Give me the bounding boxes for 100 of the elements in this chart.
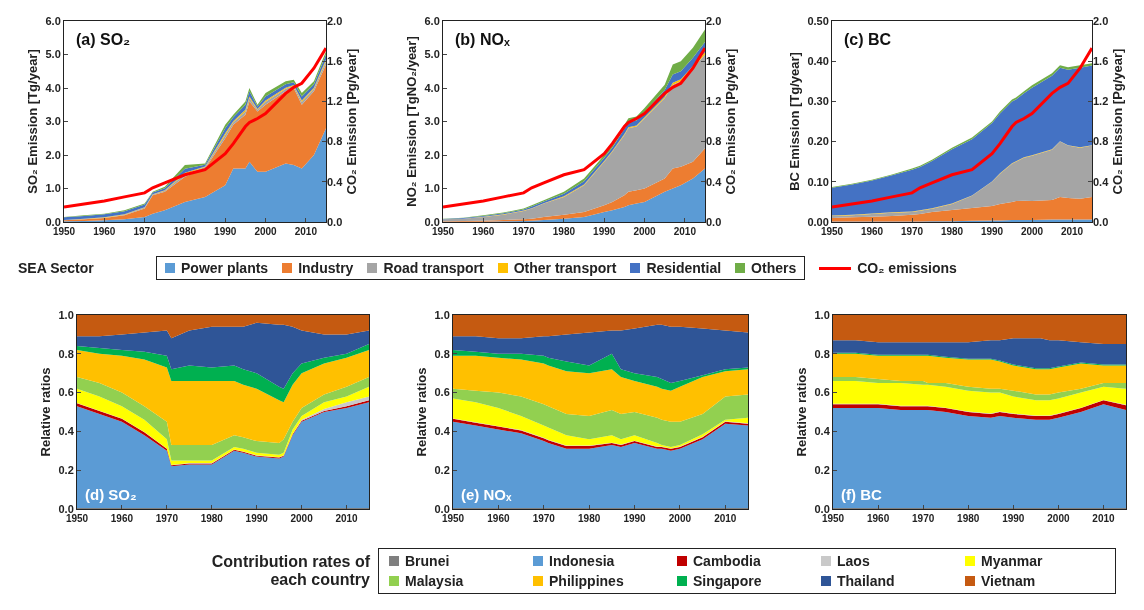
x-tick-label: 1950 bbox=[820, 226, 844, 237]
y2-tick-label: 0.8 bbox=[706, 135, 722, 148]
x-tick-label: 1990 bbox=[623, 513, 647, 524]
x-tick-label: 2000 bbox=[1047, 513, 1070, 524]
y-tick-label: 0.50 bbox=[807, 14, 829, 27]
x-tick-label: 1970 bbox=[155, 513, 179, 524]
x-tick-label: 1980 bbox=[552, 226, 576, 237]
legend-label: Laos bbox=[837, 553, 870, 569]
y-axis-title: Relative ratios bbox=[794, 367, 810, 457]
x-tick-label: 1990 bbox=[245, 513, 269, 524]
y-tick-label: 1.0 bbox=[424, 182, 440, 195]
legend-label: Indonesia bbox=[549, 553, 615, 569]
x-tick-label: 1960 bbox=[110, 513, 134, 524]
y-tick-label: 0.8 bbox=[814, 347, 830, 360]
y-tick-label: 4.0 bbox=[45, 81, 61, 94]
y2-tick-label: 0.8 bbox=[327, 135, 343, 148]
x-tick-label: 1960 bbox=[487, 513, 510, 524]
x-tick-label: 1960 bbox=[93, 226, 116, 237]
y-tick-label: 6.0 bbox=[45, 14, 61, 27]
y2-tick-label: 0.0 bbox=[706, 215, 722, 228]
y-tick-label: 3.0 bbox=[45, 115, 61, 128]
text: (f) BC bbox=[841, 486, 882, 503]
legend-label: Philippines bbox=[549, 573, 624, 589]
x-tick-label: 2010 bbox=[1092, 513, 1116, 524]
legend-label: Industry bbox=[298, 260, 354, 276]
x-tick-label: 1950 bbox=[441, 513, 465, 524]
legend-label: Vietnam bbox=[981, 573, 1036, 589]
x-tick-label: 2000 bbox=[1020, 226, 1044, 237]
x-tick-label: 2010 bbox=[294, 226, 318, 237]
y2-tick-label: 1.2 bbox=[327, 95, 343, 108]
x-tick-label: 1950 bbox=[52, 226, 76, 237]
y2-axis-title: CO₂ Emission [Pg/year] bbox=[722, 48, 738, 195]
y-tick-label: 0.20 bbox=[807, 135, 829, 148]
y-tick-label: 3.0 bbox=[424, 115, 440, 128]
legend-label: Myanmar bbox=[981, 553, 1043, 569]
y-tick-label: 0.10 bbox=[807, 175, 829, 188]
legend-label: Singapore bbox=[693, 573, 762, 589]
x-tick-label: 1950 bbox=[65, 513, 89, 524]
x-tick-label: 2000 bbox=[668, 513, 692, 524]
x-tick-label: 2010 bbox=[673, 226, 697, 237]
legend-label: Cambodia bbox=[693, 553, 761, 569]
y-tick-label: 6.0 bbox=[424, 14, 440, 27]
y-axis-title: Relative ratios bbox=[414, 367, 430, 457]
y-tick-label: 0.0 bbox=[814, 502, 830, 515]
y2-tick-label: 1.2 bbox=[1093, 95, 1109, 108]
x-tick-label: 1990 bbox=[1002, 513, 1025, 524]
y-tick-label: 5.0 bbox=[45, 48, 61, 61]
y-tick-label: 0.0 bbox=[434, 502, 450, 515]
legend-label: Residential bbox=[646, 260, 722, 276]
y2-tick-label: 2.0 bbox=[327, 14, 343, 27]
y-tick-label: 0.40 bbox=[807, 55, 829, 68]
y-tick-label: 0.4 bbox=[58, 425, 75, 438]
y-axis-title: BC Emission [Tg/year] bbox=[787, 52, 803, 191]
y2-tick-label: 0.0 bbox=[327, 215, 343, 228]
x-tick-label: 2000 bbox=[633, 226, 657, 237]
x-tick-label: 2010 bbox=[1060, 226, 1084, 237]
y-tick-label: 1.0 bbox=[434, 308, 450, 321]
y-tick-label: 0.00 bbox=[807, 215, 829, 228]
y-tick-label: 0.6 bbox=[814, 386, 830, 399]
x-tick-label: 2000 bbox=[290, 513, 314, 524]
y2-tick-label: 0.8 bbox=[1093, 135, 1109, 148]
y2-tick-label: 1.6 bbox=[706, 55, 722, 68]
legend-title: SEA Sector bbox=[18, 260, 95, 276]
legend-label: Brunei bbox=[405, 553, 450, 569]
x-tick-label: 1970 bbox=[512, 226, 536, 237]
x-tick-label: 1970 bbox=[912, 513, 935, 524]
y-tick-label: 1.0 bbox=[45, 182, 61, 195]
x-tick-label: 2010 bbox=[335, 513, 359, 524]
text: (d) SO₂ bbox=[85, 486, 137, 503]
text: (c) BC bbox=[844, 31, 892, 48]
x-tick-label: 1990 bbox=[214, 226, 237, 237]
text: (a) SO₂ bbox=[76, 31, 131, 48]
y-tick-label: 1.0 bbox=[58, 308, 74, 321]
y-axis-title: NO₂ Emission [TgNO₂/year] bbox=[404, 36, 420, 207]
y2-tick-label: 1.2 bbox=[706, 95, 722, 108]
y2-tick-label: 2.0 bbox=[1093, 14, 1109, 27]
y2-axis-title: CO₂ Emission [Pg/year] bbox=[1109, 48, 1125, 195]
y-tick-label: 0.8 bbox=[434, 347, 450, 360]
legend-title: Contribution rates of each country bbox=[210, 553, 370, 589]
y-tick-label: 0.0 bbox=[58, 502, 74, 515]
x-tick-label: 1990 bbox=[593, 226, 616, 237]
y2-tick-label: 0.4 bbox=[706, 175, 723, 188]
x-tick-label: 1970 bbox=[133, 226, 157, 237]
x-tick-label: 1950 bbox=[431, 226, 455, 237]
text: (b) NOₓ bbox=[455, 31, 510, 48]
y-tick-label: 0.6 bbox=[58, 386, 74, 399]
y-tick-label: 5.0 bbox=[424, 48, 440, 61]
y-tick-label: 1.0 bbox=[814, 308, 830, 321]
legend-label: Power plants bbox=[181, 260, 269, 276]
y-tick-label: 0.0 bbox=[45, 215, 61, 228]
y-tick-label: 2.0 bbox=[45, 148, 61, 161]
legend-label: Others bbox=[751, 260, 797, 276]
y-tick-label: 0.4 bbox=[434, 425, 451, 438]
y2-tick-label: 1.6 bbox=[327, 55, 343, 68]
y-tick-label: 0.2 bbox=[58, 464, 74, 477]
x-tick-label: 1960 bbox=[860, 226, 884, 237]
y-tick-label: 0.2 bbox=[814, 464, 830, 477]
x-tick-label: 1950 bbox=[821, 513, 845, 524]
x-tick-label: 1980 bbox=[200, 513, 224, 524]
y2-axis-title: CO₂ Emission [Pg/year] bbox=[343, 48, 359, 195]
